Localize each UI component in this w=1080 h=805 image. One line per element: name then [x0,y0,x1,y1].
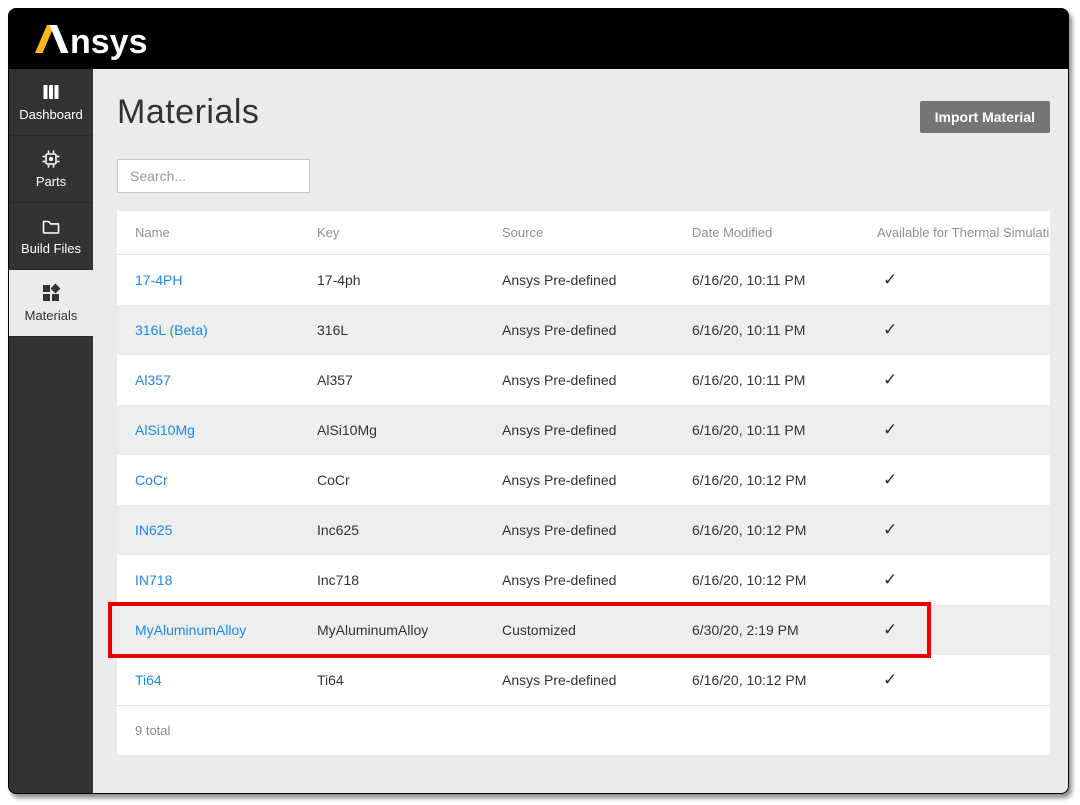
table-footer: 9 total [117,705,1050,755]
materials-blocks-icon [43,283,61,301]
material-key: Inc718 [317,572,360,588]
sidebar-item-label: Materials [24,308,78,323]
sidebar-item-materials[interactable]: Materials [9,270,93,337]
sidebar-item-dashboard[interactable]: Dashboard [9,69,93,136]
sidebar-item-label: Parts [35,174,67,189]
material-source: Ansys Pre-defined [502,672,617,688]
total-count-label: 9 total [135,723,171,738]
material-date: 6/16/20, 10:11 PM [692,322,806,338]
top-header-bar: nsys [9,9,1068,69]
column-header-available-thermal: Available for Thermal Simulation [877,225,1050,240]
checkmark-icon: ✓ [883,670,898,689]
material-date: 6/16/20, 10:11 PM [692,272,806,288]
material-link[interactable]: MyAluminumAlloy [135,622,247,638]
material-link[interactable]: AlSi10Mg [135,422,195,438]
ansys-logo: nsys [35,23,148,61]
table-row: Ti64 Ti64 Ansys Pre-defined 6/16/20, 10:… [117,655,1050,705]
material-source: Ansys Pre-defined [502,472,617,488]
sidebar-item-label: Build Files [21,241,81,256]
material-date: 6/16/20, 10:12 PM [692,522,807,538]
material-source: Ansys Pre-defined [502,572,617,588]
material-date: 6/16/20, 10:11 PM [692,372,806,388]
material-link[interactable]: IN718 [135,572,173,588]
table-row: IN718 Inc718 Ansys Pre-defined 6/16/20, … [117,555,1050,605]
materials-table: Name Key Source Date Modified Available … [108,211,1050,755]
column-header-source: Source [502,225,544,240]
material-key: CoCr [317,472,350,488]
checkmark-icon: ✓ [883,470,898,489]
table-row-highlighted: MyAluminumAlloy MyAluminumAlloy Customiz… [108,602,1050,658]
table-row: 17-4PH 17-4ph Ansys Pre-defined 6/16/20,… [117,255,1050,305]
app-window: nsys Dashboard [8,8,1069,794]
material-source: Ansys Pre-defined [502,322,617,338]
table-row: Al357 Al357 Ansys Pre-defined 6/16/20, 1… [117,355,1050,405]
ansys-logo-gold-slash [35,25,55,53]
material-key: Ti64 [317,672,344,688]
dashboard-icon [43,85,59,99]
material-date: 6/30/20, 2:19 PM [692,622,799,638]
material-link[interactable]: Ti64 [135,672,162,688]
column-header-name: Name [135,225,170,240]
table-row: 316L (Beta) 316L Ansys Pre-defined 6/16/… [117,305,1050,355]
table-row: AlSi10Mg AlSi10Mg Ansys Pre-defined 6/16… [117,405,1050,455]
material-key: Al357 [317,372,353,388]
material-key: 17-4ph [317,272,361,288]
table-row: CoCr CoCr Ansys Pre-defined 6/16/20, 10:… [117,455,1050,505]
material-link[interactable]: IN625 [135,522,173,538]
ansys-logo-text: nsys [70,23,148,61]
sidebar-item-parts[interactable]: Parts [9,136,93,203]
material-key: Inc625 [317,522,360,538]
checkmark-icon: ✓ [883,320,898,339]
material-date: 6/16/20, 10:12 PM [692,572,807,588]
material-link[interactable]: Al357 [135,372,171,388]
material-source: Customized [502,622,576,638]
material-link[interactable]: CoCr [135,472,168,488]
material-key: 316L [317,322,349,338]
material-date: 6/16/20, 10:11 PM [692,422,806,438]
material-source: Ansys Pre-defined [502,372,617,388]
column-header-key: Key [317,225,340,240]
column-header-date-modified: Date Modified [692,225,773,240]
import-material-button[interactable]: Import Material [919,101,1050,133]
table-header-row: Name Key Source Date Modified Available … [117,211,1050,255]
material-key: MyAluminumAlloy [317,622,429,638]
sidebar-nav: Dashboard Parts [9,69,93,793]
ansys-logo-white-stroke [49,25,69,53]
sidebar-item-build-files[interactable]: Build Files [9,203,93,270]
main-content: Materials Import Material Name Key Sourc… [93,69,1068,793]
checkmark-icon: ✓ [883,370,898,389]
folder-icon [42,220,60,234]
table-row: IN625 Inc625 Ansys Pre-defined 6/16/20, … [117,505,1050,555]
material-key: AlSi10Mg [317,422,377,438]
material-source: Ansys Pre-defined [502,522,617,538]
material-date: 6/16/20, 10:12 PM [692,472,807,488]
checkmark-icon: ✓ [883,620,898,639]
sidebar-item-label: Dashboard [19,107,83,122]
checkmark-icon: ✓ [883,520,898,539]
checkmark-icon: ✓ [883,270,898,289]
material-source: Ansys Pre-defined [502,422,617,438]
material-link[interactable]: 17-4PH [135,272,183,288]
material-source: Ansys Pre-defined [502,272,617,288]
material-link[interactable]: 316L (Beta) [135,322,208,338]
checkmark-icon: ✓ [883,420,898,439]
search-input[interactable] [117,159,310,193]
page-title: Materials [117,93,260,131]
parts-chip-icon [42,150,60,168]
material-date: 6/16/20, 10:12 PM [692,672,807,688]
checkmark-icon: ✓ [883,570,898,589]
